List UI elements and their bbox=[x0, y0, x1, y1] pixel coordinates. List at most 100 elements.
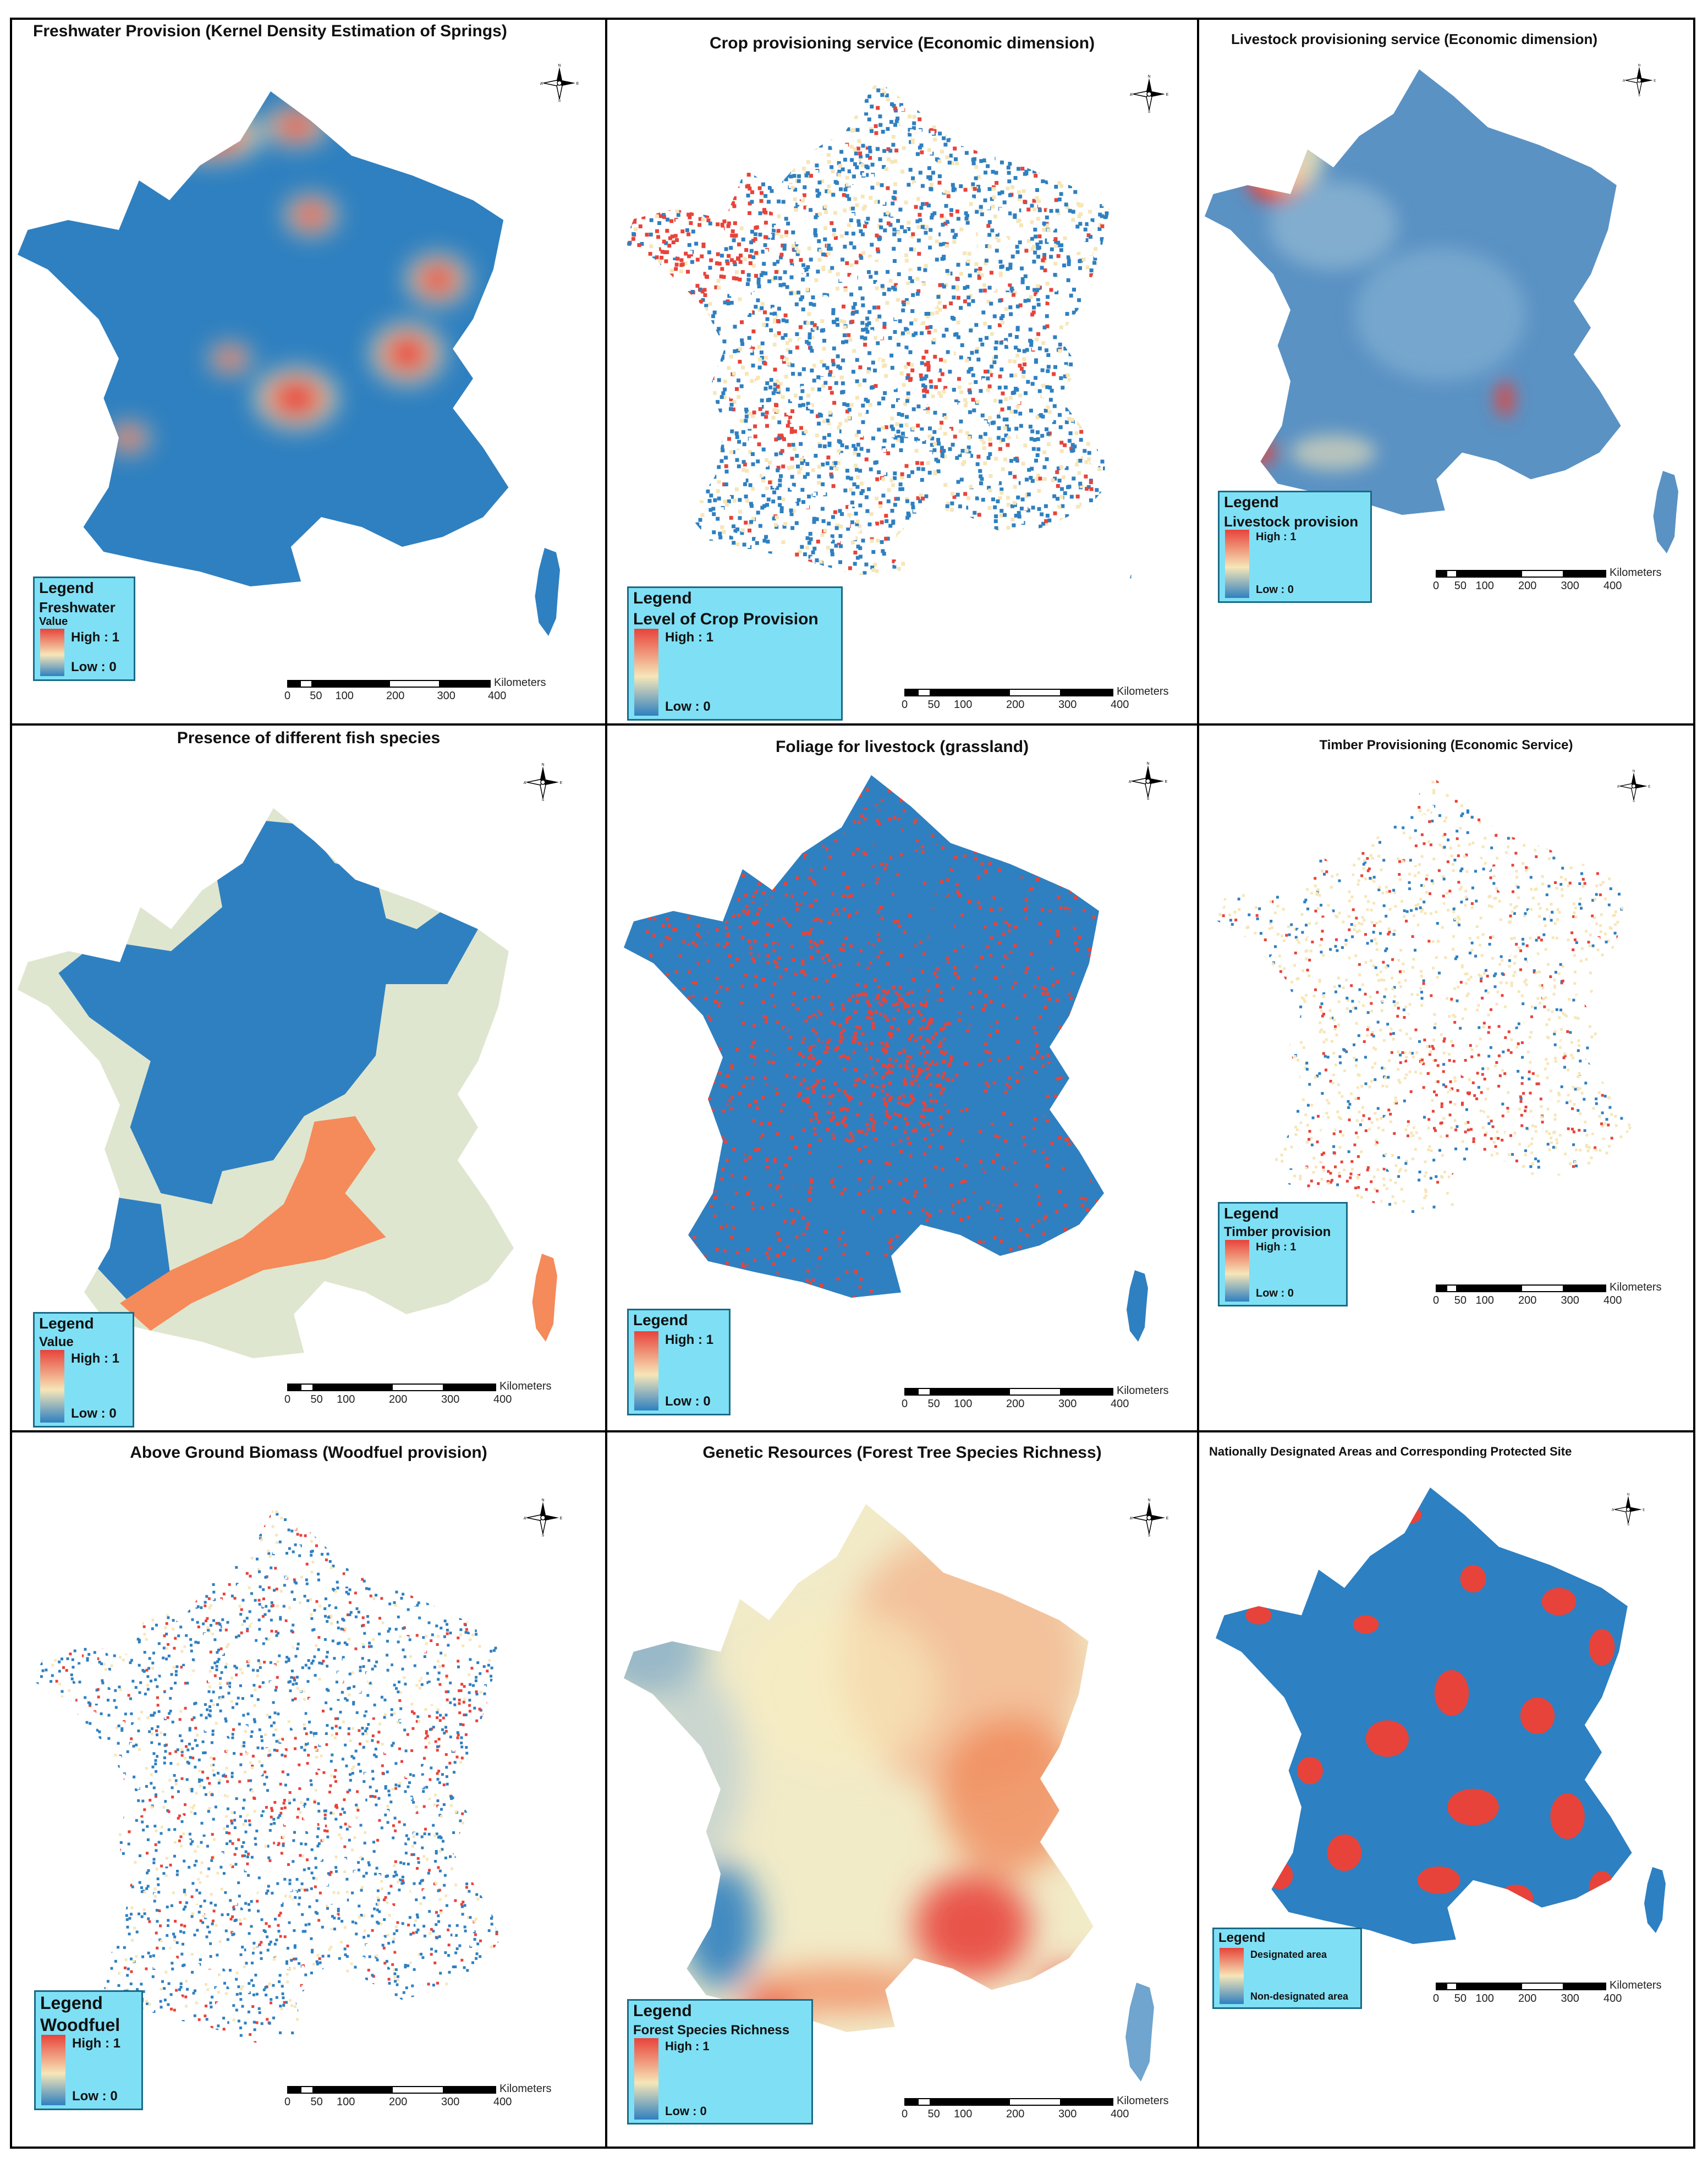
scale-bar-segment bbox=[1521, 1983, 1564, 1990]
legend-heading: Legend bbox=[40, 1993, 103, 2013]
compass-s-label: S bbox=[542, 1534, 545, 1537]
scale-bar-segment bbox=[930, 1388, 957, 1396]
scale-bar-segment bbox=[300, 2086, 314, 2094]
scale-bar-segment bbox=[1061, 1388, 1113, 1396]
compass-e-label: E bbox=[1648, 786, 1650, 789]
scale-bar-segment bbox=[287, 680, 300, 688]
scale-bar-segment bbox=[957, 1388, 1009, 1396]
legend-low-label: Low : 0 bbox=[72, 2089, 118, 2104]
legend-color-ramp bbox=[1225, 530, 1249, 598]
scale-tick-label: 200 bbox=[386, 690, 404, 702]
compass-s-label: S bbox=[1148, 110, 1151, 113]
scale-unit-label: Kilometers bbox=[1117, 1385, 1168, 1397]
legend-heading: Legend bbox=[1224, 1205, 1279, 1222]
compass-e-label: E bbox=[1643, 1509, 1645, 1512]
scale-tick-label: 300 bbox=[1058, 699, 1077, 711]
map-legend: Legend Freshwater Value High : 1 Low : 0 bbox=[33, 577, 135, 681]
scale-bar: 0 50 100 200 300 400 Kilometers bbox=[902, 2095, 1197, 2122]
legend-color-ramp bbox=[634, 1331, 658, 1410]
scale-bar-segment bbox=[904, 689, 918, 696]
france-map bbox=[1205, 69, 1678, 553]
scale-bar-segment bbox=[917, 2098, 931, 2106]
scale-bar-segment bbox=[957, 2098, 1009, 2106]
scale-tick-label: 100 bbox=[954, 1398, 972, 1410]
map-canvas bbox=[1216, 1487, 1666, 1944]
scale-bar: 0 50 100 200 300 400 Kilometers bbox=[902, 685, 1197, 713]
scale-tick-label: 100 bbox=[954, 699, 972, 711]
scale-bar-segment bbox=[339, 2086, 392, 2094]
scale-tick-label: 300 bbox=[437, 690, 455, 702]
map-panel-livestock: Livestock provisioning service (Economic… bbox=[1199, 20, 1693, 723]
compass-n-label: N bbox=[1147, 1498, 1150, 1502]
compass-w-label: W bbox=[524, 1517, 527, 1520]
scale-tick-label: 0 bbox=[284, 2096, 290, 2109]
scale-tick-label: 100 bbox=[954, 2108, 972, 2121]
scale-bar-segment bbox=[389, 680, 440, 688]
scale-bar-segment bbox=[287, 2086, 300, 2094]
scale-bar-segment bbox=[312, 680, 338, 688]
legend-subtitle: Forest Species Richness bbox=[633, 2023, 789, 2038]
legend-heading: Legend bbox=[633, 2002, 692, 2021]
compass-w-label: W bbox=[1130, 1517, 1133, 1520]
compass-s-label: S bbox=[1627, 1523, 1629, 1526]
map-title: Nationally Designated Areas and Correspo… bbox=[1209, 1445, 1693, 1459]
scale-tick-label: 400 bbox=[493, 1393, 512, 1406]
map-title: Freshwater Provision (Kernel Density Est… bbox=[33, 22, 605, 41]
scale-tick-label: 50 bbox=[928, 1398, 940, 1410]
scale-bar-segment bbox=[1563, 1284, 1606, 1292]
map-legend: Legend Designated area Non-designated area bbox=[1212, 1928, 1362, 2009]
scale-bar-segment bbox=[1009, 1388, 1061, 1396]
legend-low-label: Low : 0 bbox=[1256, 584, 1294, 596]
scale-tick-label: 100 bbox=[337, 1393, 355, 1406]
legend-high-label: High : 1 bbox=[72, 2036, 120, 2051]
legend-high-label: High : 1 bbox=[665, 1332, 713, 1348]
scale-unit-label: Kilometers bbox=[1610, 567, 1661, 579]
map-title: Above Ground Biomass (Woodfuel provision… bbox=[12, 1443, 605, 1462]
legend-low-label: Low : 0 bbox=[665, 1394, 711, 1409]
scale-tick-label: 200 bbox=[1518, 580, 1536, 592]
scale-bar-segment bbox=[1478, 1284, 1521, 1292]
compass-n-label: N bbox=[558, 64, 561, 68]
north-arrow-icon: N S W E bbox=[523, 1498, 563, 1538]
legend-heading: Legend bbox=[39, 579, 94, 597]
scale-tick-label: 50 bbox=[1454, 580, 1467, 592]
compass-s-label: S bbox=[1633, 800, 1635, 803]
scale-tick-label: 400 bbox=[1111, 699, 1129, 711]
scale-tick-label: 400 bbox=[1603, 580, 1622, 592]
scale-tick-label: 400 bbox=[488, 690, 506, 702]
scale-unit-label: Kilometers bbox=[499, 2083, 551, 2095]
scale-bar-segment bbox=[1563, 570, 1606, 578]
scale-bar-segment bbox=[904, 1388, 918, 1396]
compass-e-label: E bbox=[1165, 780, 1167, 784]
france-map bbox=[1216, 775, 1666, 1248]
legend-low-label: Non-designated area bbox=[1250, 1991, 1348, 2002]
scale-tick-label: 50 bbox=[311, 1393, 323, 1406]
scale-bar-segment bbox=[1436, 1284, 1447, 1292]
grid-divider-v2 bbox=[1197, 18, 1199, 2149]
scale-bar-segment bbox=[1521, 570, 1564, 578]
scale-tick-label: 300 bbox=[1058, 1398, 1077, 1410]
scale-bar-segment bbox=[917, 1388, 931, 1396]
scale-unit-label: Kilometers bbox=[1610, 1281, 1661, 1294]
compass-s-label: S bbox=[1147, 797, 1150, 800]
north-arrow-icon: N S W E bbox=[1128, 762, 1168, 801]
compass-w-label: W bbox=[1612, 1509, 1614, 1512]
scale-tick-label: 200 bbox=[1518, 1992, 1536, 2005]
map-legend: Legend Timber provision High : 1 Low : 0 bbox=[1218, 1202, 1348, 1306]
scale-bar-segment bbox=[287, 1384, 300, 1391]
scale-tick-label: 400 bbox=[1603, 1992, 1622, 2005]
france-map bbox=[1216, 1487, 1666, 1944]
compass-e-label: E bbox=[560, 781, 562, 785]
grid-divider-h2 bbox=[10, 1430, 1695, 1432]
scale-tick-label: 200 bbox=[1006, 2108, 1024, 2121]
compass-e-label: E bbox=[1654, 80, 1656, 83]
map-canvas bbox=[18, 808, 557, 1358]
scale-tick-label: 50 bbox=[1454, 1294, 1467, 1307]
legend-subtitle: Value bbox=[39, 1335, 74, 1350]
scale-bar-segment bbox=[1009, 689, 1061, 696]
legend-heading: Legend bbox=[633, 589, 692, 608]
scale-bar-segment bbox=[1446, 1284, 1457, 1292]
legend-color-ramp bbox=[40, 1350, 64, 1423]
scale-bar: 0 50 100 200 300 400 Kilometers bbox=[1433, 1979, 1693, 2007]
figure-frame bbox=[10, 18, 1695, 2149]
